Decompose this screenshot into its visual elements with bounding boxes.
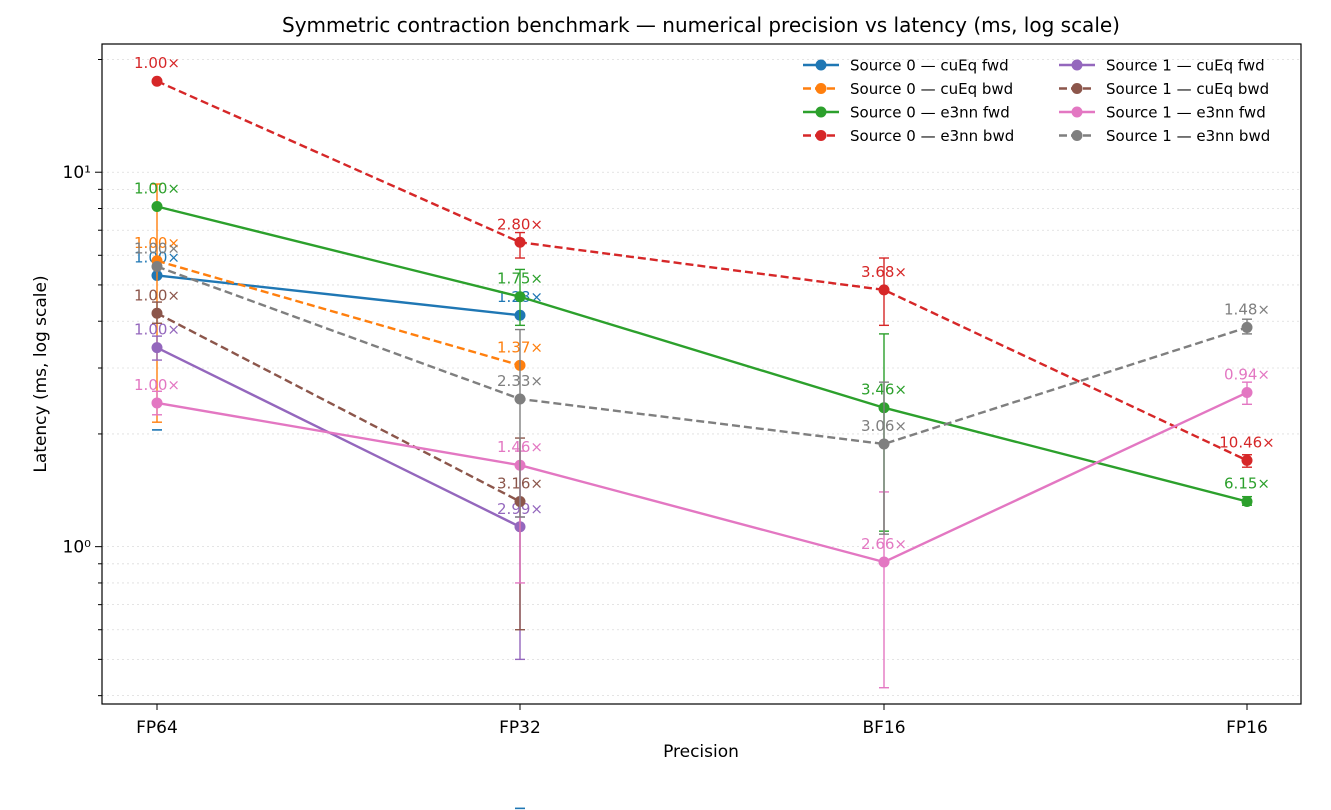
data-label: 2.33×	[497, 372, 543, 390]
legend-label: Source 0 — e3nn fwd	[850, 104, 1010, 122]
legend-swatch-marker	[1071, 83, 1083, 94]
legend-swatch-marker	[1071, 106, 1083, 118]
data-label: 1.00×	[134, 376, 180, 394]
legend-label: Source 1 — e3nn fwd	[1106, 104, 1266, 122]
data-point	[514, 291, 526, 303]
series-line	[156, 259, 521, 367]
series-source-1-e3nn-bwd: 1.00× 2.33× 3.06× 1.48×	[134, 240, 1270, 535]
data-point	[1241, 454, 1253, 466]
data-label: 3.06×	[861, 417, 907, 435]
series-line	[156, 312, 521, 503]
series-line	[156, 205, 1248, 503]
data-point	[1241, 496, 1253, 508]
series-line	[156, 346, 521, 528]
data-label: 6.15×	[1224, 475, 1270, 493]
series-line	[156, 274, 521, 317]
data-point	[151, 307, 163, 319]
data-point	[151, 261, 163, 273]
data-point	[1241, 321, 1253, 333]
legend-label: Source 0 — e3nn bwd	[850, 127, 1014, 145]
y-tick-label: 10¹	[63, 163, 91, 183]
legend-label: Source 1 — cuEq bwd	[1106, 80, 1269, 98]
legend: Source 0 — cuEq fwd Source 0 — cuEq bwd So…	[803, 57, 1270, 145]
data-point	[878, 284, 890, 296]
series-source-0-e3nn-fwd: 1.00×1.75×3.46×6.15×	[134, 179, 1270, 532]
series-line	[156, 80, 1248, 462]
data-point	[151, 397, 163, 409]
x-tick-label: BF16	[862, 718, 905, 738]
data-label: 1.00×	[134, 240, 180, 258]
legend-label: Source 1 — e3nn bwd	[1106, 127, 1270, 145]
x-tick-label: FP64	[136, 718, 178, 738]
x-tick-label: FP32	[499, 718, 541, 738]
data-point	[1241, 387, 1253, 399]
series-line	[156, 391, 1248, 564]
x-axis-label: Precision	[663, 742, 739, 762]
legend-swatch-marker	[815, 106, 827, 118]
series-group: 1.00×1.28×1.00×1.37×1.00×1.75×3.46×6.15×…	[134, 54, 1275, 810]
data-label: 1.00×	[134, 54, 180, 72]
data-label: 1.75×	[497, 270, 543, 288]
data-label: 1.00×	[134, 286, 180, 304]
series-source-0-cueq-bwd: 1.00×1.37×	[134, 183, 543, 423]
data-label: 2.80×	[497, 215, 543, 233]
data-label: 3.68×	[861, 263, 907, 281]
data-point	[151, 200, 163, 212]
series-line	[156, 265, 1248, 446]
data-point	[514, 393, 526, 405]
data-label: 1.48×	[1224, 300, 1270, 318]
legend-label: Source 0 — cuEq bwd	[850, 80, 1013, 98]
data-point	[151, 75, 163, 87]
data-label: 10.46×	[1219, 433, 1275, 451]
data-point	[514, 236, 526, 248]
x-tick-label: FP16	[1226, 718, 1268, 738]
data-label: 1.00×	[134, 179, 180, 197]
data-point	[151, 342, 163, 354]
grid-lines	[102, 59, 1301, 697]
legend-swatch-marker	[815, 59, 827, 71]
legend-label: Source 0 — cuEq fwd	[850, 57, 1009, 75]
y-axis-ticks: 10⁰ 10¹	[63, 58, 102, 697]
legend-swatch-marker	[815, 83, 827, 94]
series-source-0-e3nn-bwd: 1.00× 2.80× 3.68× 10.46×	[134, 54, 1275, 468]
legend-swatch-marker	[1071, 130, 1083, 141]
legend-swatch-marker	[1071, 59, 1083, 71]
data-label: 1.00×	[134, 321, 180, 339]
data-point	[878, 556, 890, 568]
x-axis-ticks: FP64 FP32 BF16 FP16	[136, 704, 1268, 738]
data-label: 0.94×	[1224, 366, 1270, 384]
legend-swatch-marker	[815, 130, 827, 141]
series-source-1-e3nn-fwd: 1.00×1.46×2.66×0.94×	[134, 366, 1270, 689]
series-source-1-cueq-fwd: 1.00×2.99×	[134, 321, 543, 661]
data-label: 1.00×	[134, 234, 180, 252]
data-label: 2.66×	[861, 535, 907, 553]
y-axis-label: Latency (ms, log scale)	[31, 275, 51, 472]
legend-label: Source 1 — cuEq fwd	[1106, 57, 1265, 75]
data-point	[878, 438, 890, 450]
plot-frame	[101, 43, 1302, 705]
chart-title: Symmetric contraction benchmark — numeri…	[282, 13, 1120, 37]
y-tick-label: 10⁰	[63, 538, 92, 558]
